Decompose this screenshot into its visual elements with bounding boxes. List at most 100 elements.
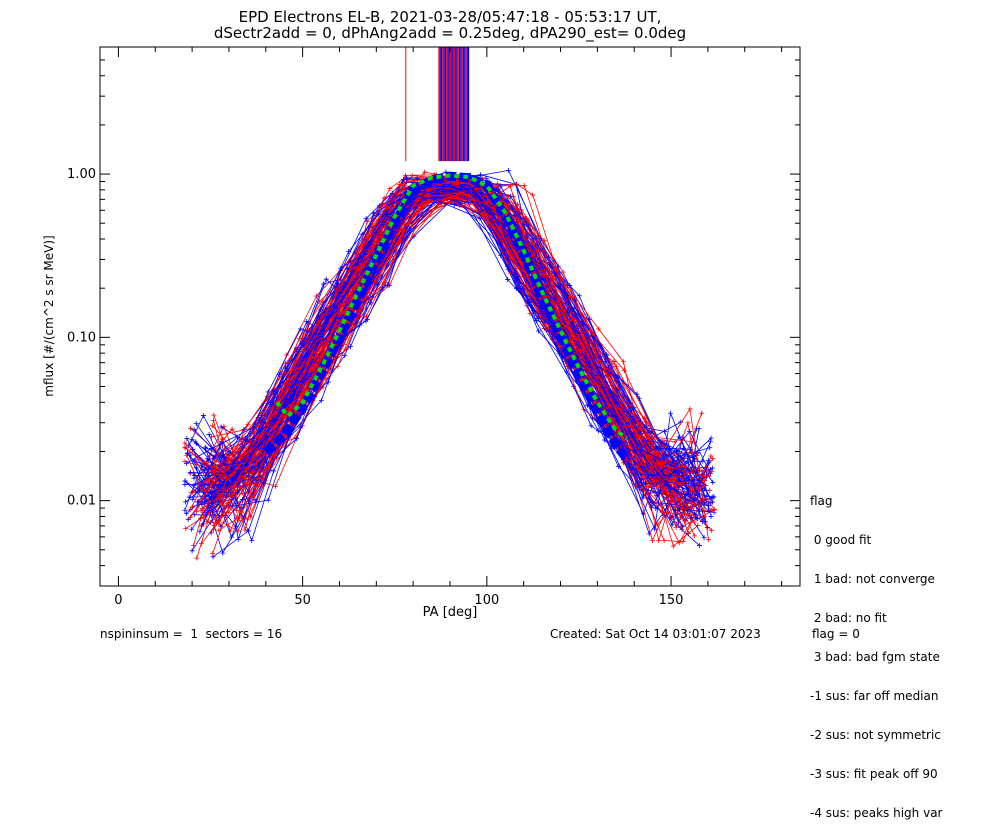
data-point-marker	[707, 439, 713, 445]
data-point-marker	[686, 467, 692, 473]
data-point-marker	[514, 181, 520, 187]
data-point-marker	[530, 192, 536, 198]
data-point-marker	[382, 251, 388, 257]
data-point-marker	[556, 351, 562, 357]
data-point-marker	[550, 300, 556, 306]
data-point-marker	[260, 475, 266, 481]
data-point-marker	[516, 217, 522, 223]
data-point-marker	[515, 284, 521, 290]
data-point-marker	[201, 459, 207, 465]
data-point-marker	[596, 326, 602, 332]
data-point-marker	[390, 200, 396, 206]
data-point-marker	[667, 410, 673, 416]
data-point-marker	[552, 267, 558, 273]
distribution-trace	[192, 181, 707, 529]
data-point-marker	[182, 507, 188, 513]
data-point-marker	[425, 200, 431, 206]
data-point-marker	[646, 484, 652, 490]
data-point-marker	[376, 211, 382, 217]
data-point-marker	[708, 513, 714, 519]
data-point-marker	[387, 186, 393, 192]
data-point-marker	[404, 234, 410, 240]
data-point-marker	[632, 460, 638, 466]
data-point-marker	[681, 452, 687, 458]
distribution-trace	[218, 180, 681, 531]
data-point-marker	[549, 276, 555, 282]
data-point-marker	[654, 493, 660, 499]
data-point-marker	[678, 464, 684, 470]
distribution-trace	[199, 192, 694, 540]
data-point-marker	[611, 359, 617, 365]
series-line-1	[275, 173, 629, 441]
data-point-marker	[381, 280, 387, 286]
distribution-trace	[198, 199, 699, 547]
distribution-trace	[206, 187, 683, 530]
data-point-marker	[232, 477, 238, 483]
data-point-marker	[709, 468, 715, 474]
data-point-marker	[210, 417, 216, 423]
data-point-marker	[689, 505, 695, 511]
data-point-marker	[490, 223, 496, 229]
distribution-trace	[213, 174, 696, 526]
legend-entry: 2 bad: no fit	[810, 611, 887, 625]
data-point-marker	[536, 265, 542, 271]
data-point-marker	[209, 508, 215, 514]
data-point-marker	[261, 451, 267, 457]
data-point-marker	[621, 367, 627, 373]
distribution-trace	[190, 199, 712, 531]
data-point-marker	[674, 489, 680, 495]
data-point-marker	[407, 226, 413, 232]
data-point-marker	[210, 527, 216, 533]
data-point-marker	[564, 368, 570, 374]
data-point-marker	[706, 473, 712, 479]
distribution-trace	[212, 174, 685, 515]
data-point-marker	[191, 543, 197, 549]
data-point-marker	[204, 456, 210, 462]
data-point-marker	[185, 450, 191, 456]
distribution-trace	[190, 185, 709, 540]
data-point-marker	[537, 313, 543, 319]
data-point-marker	[699, 410, 705, 416]
data-point-marker	[357, 322, 363, 328]
data-point-marker	[294, 436, 300, 442]
data-point-marker	[709, 527, 715, 533]
data-point-marker	[631, 405, 637, 411]
data-point-marker	[710, 479, 716, 485]
data-point-marker	[228, 534, 234, 540]
data-point-marker	[210, 423, 215, 429]
data-point-marker	[332, 322, 338, 328]
data-point-marker	[685, 420, 691, 426]
legend-entry: 1 bad: not converge	[810, 572, 935, 586]
data-point-marker	[435, 191, 441, 197]
data-point-marker	[541, 238, 547, 244]
data-point-marker	[265, 497, 271, 503]
legend-entry: -1 sus: far off median	[810, 689, 939, 703]
data-point-marker	[341, 341, 347, 347]
data-point-marker	[216, 527, 222, 533]
data-point-marker	[303, 371, 309, 377]
data-point-marker	[219, 453, 225, 459]
data-point-marker	[659, 509, 665, 515]
data-point-marker	[353, 266, 359, 272]
data-point-marker	[197, 529, 203, 535]
data-point-marker	[304, 361, 310, 367]
data-point-marker	[443, 194, 449, 200]
x-tick-label: 0	[114, 593, 122, 608]
data-point-marker	[602, 437, 608, 443]
data-point-marker	[191, 427, 197, 433]
data-point-marker	[235, 528, 241, 534]
data-point-marker	[520, 274, 526, 280]
y-tick-label: 0.01	[67, 494, 96, 509]
data-point-marker	[185, 516, 191, 522]
distribution-trace	[212, 181, 695, 511]
data-point-marker	[645, 472, 651, 478]
y-tick-label: 0.10	[67, 330, 96, 345]
chart-subtitle: dSectr2add = 0, dPhAng2add = 0.25deg, dP…	[214, 24, 686, 43]
legend-entry: 3 bad: bad fgm state	[810, 650, 940, 664]
data-point-marker	[491, 212, 497, 218]
data-point-marker	[707, 487, 713, 493]
data-point-marker	[255, 462, 261, 468]
data-point-marker	[183, 511, 189, 517]
data-point-marker	[539, 310, 545, 316]
data-point-marker	[588, 423, 594, 429]
